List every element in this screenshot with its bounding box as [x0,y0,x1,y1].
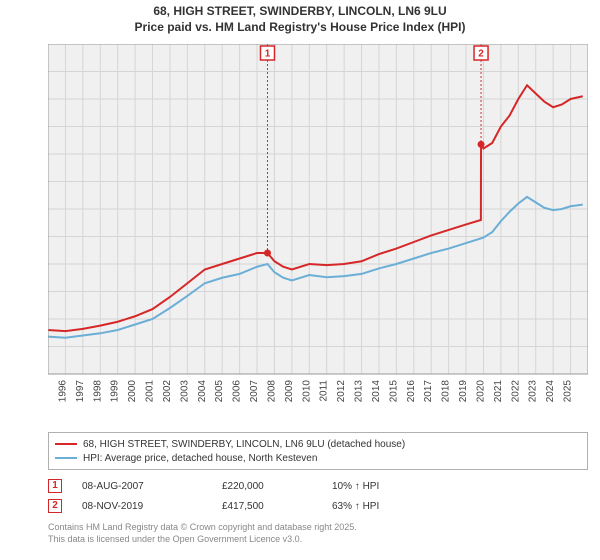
svg-text:2000: 2000 [127,380,138,403]
line-chart: £0£50K£100K£150K£200K£250K£300K£350K£400… [48,44,588,409]
sale-marker: 2 [48,499,62,513]
svg-text:2008: 2008 [266,380,277,403]
sale-price: £220,000 [222,481,332,492]
legend-label: 68, HIGH STREET, SWINDERBY, LINCOLN, LN6… [83,439,405,450]
svg-text:2019: 2019 [458,380,469,403]
sale-price: £417,500 [222,501,332,512]
svg-text:2017: 2017 [423,380,434,403]
title-line2: Price paid vs. HM Land Registry's House … [0,20,600,36]
svg-text:1996: 1996 [57,380,68,403]
svg-text:2010: 2010 [301,380,312,403]
svg-text:1995: 1995 [48,380,51,403]
sale-marker: 1 [48,479,62,493]
footer-line2: This data is licensed under the Open Gov… [48,534,357,546]
svg-text:2004: 2004 [197,380,208,403]
sale-row: 2 08-NOV-2019£417,50063% ↑ HPI [48,496,588,516]
svg-text:2007: 2007 [249,380,260,403]
legend-item: HPI: Average price, detached house, Nort… [55,451,581,465]
sale-row: 1 08-AUG-2007£220,00010% ↑ HPI [48,476,588,496]
legend-swatch [55,457,77,459]
svg-text:2009: 2009 [284,380,295,403]
svg-text:2023: 2023 [528,380,539,403]
sales-table: 1 08-AUG-2007£220,00010% ↑ HPI 2 08-NOV-201… [48,476,588,516]
sale-date: 08-AUG-2007 [82,481,222,492]
svg-text:2011: 2011 [319,380,330,402]
svg-text:2018: 2018 [441,380,452,403]
svg-text:2025: 2025 [563,380,574,403]
sale-diff: 63% ↑ HPI [332,501,452,512]
svg-text:2003: 2003 [179,380,190,403]
title-line1: 68, HIGH STREET, SWINDERBY, LINCOLN, LN6… [0,4,600,20]
svg-text:1997: 1997 [75,380,86,403]
legend-item: 68, HIGH STREET, SWINDERBY, LINCOLN, LN6… [55,437,581,451]
svg-text:1999: 1999 [110,380,121,403]
svg-text:2015: 2015 [388,380,399,403]
svg-text:2012: 2012 [336,380,347,403]
svg-text:2002: 2002 [162,380,173,403]
svg-text:1: 1 [265,49,271,60]
svg-text:2: 2 [478,49,484,60]
svg-text:2021: 2021 [493,380,504,403]
svg-text:2013: 2013 [354,380,365,403]
svg-text:2006: 2006 [232,380,243,403]
svg-text:2005: 2005 [214,380,225,403]
footer: Contains HM Land Registry data © Crown c… [48,522,357,545]
svg-text:2016: 2016 [406,380,417,403]
footer-line1: Contains HM Land Registry data © Crown c… [48,522,357,534]
legend: 68, HIGH STREET, SWINDERBY, LINCOLN, LN6… [48,432,588,470]
svg-text:2014: 2014 [371,380,382,403]
svg-text:2022: 2022 [510,380,521,403]
legend-label: HPI: Average price, detached house, Nort… [83,453,317,464]
sale-date: 08-NOV-2019 [82,501,222,512]
legend-swatch [55,443,77,445]
svg-text:2024: 2024 [545,380,556,403]
svg-text:2001: 2001 [145,380,156,403]
chart-title: 68, HIGH STREET, SWINDERBY, LINCOLN, LN6… [0,0,600,35]
svg-text:2020: 2020 [475,380,486,403]
sale-diff: 10% ↑ HPI [332,481,452,492]
svg-text:1998: 1998 [92,380,103,403]
